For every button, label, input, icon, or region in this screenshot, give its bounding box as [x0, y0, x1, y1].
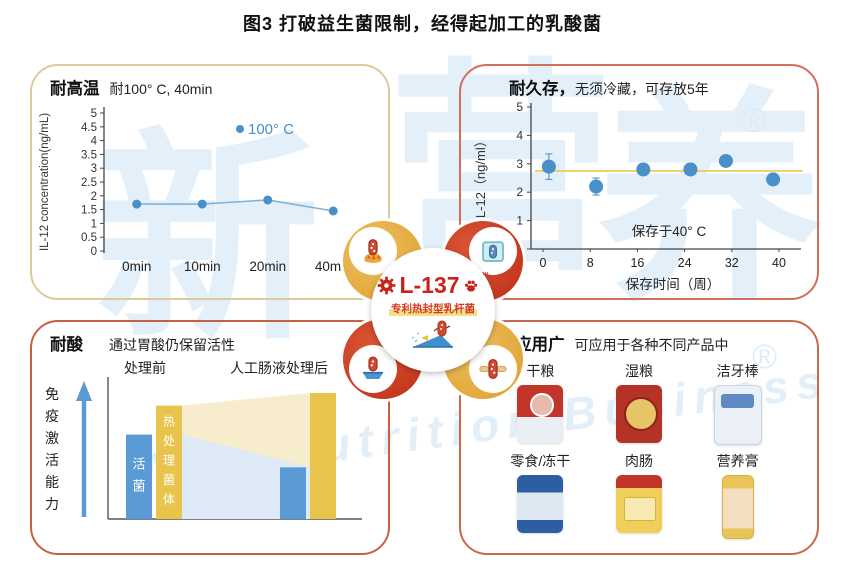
- svg-text:2.5: 2.5: [81, 177, 97, 189]
- svg-text:体: 体: [163, 493, 175, 507]
- svg-text:疫: 疫: [45, 408, 59, 424]
- product-snack-freezedried: 零食/冻干: [491, 451, 590, 539]
- panel-acid-subtitle: 通过胃酸仍保留活性: [109, 337, 235, 353]
- product-wet-food: 湿粮: [590, 361, 689, 445]
- panel-acid-resistance: 耐酸 通过胃酸仍保留活性 免疫激活能力处理前 人工肠液处理后活菌热处理菌体: [30, 320, 390, 555]
- dental-stick-package-image: [713, 385, 762, 445]
- product-dry-food: 干粮: [491, 361, 590, 445]
- panel-heat-resistance: 耐高温 耐100° C, 40min 0 0.5 1 1.5 2 2.5 3 3.5 4 4.5 5 I…: [30, 64, 390, 300]
- svg-text:处: 处: [163, 434, 175, 448]
- svg-text:5: 5: [516, 100, 523, 114]
- svg-text:IL-12 concentration(ng/mL): IL-12 concentration(ng/mL): [39, 113, 51, 251]
- gear-icon: [377, 276, 396, 295]
- svg-text:处理前: 处理前: [124, 360, 166, 376]
- svg-text:3: 3: [91, 163, 97, 175]
- sausage-package-image: [615, 475, 662, 533]
- svg-text:3: 3: [516, 157, 523, 171]
- svg-text:0min: 0min: [122, 259, 151, 274]
- svg-text:10min: 10min: [184, 259, 221, 274]
- panel-heat-title: 耐高温: [50, 80, 100, 98]
- svg-text:2: 2: [91, 191, 97, 203]
- panel-apps-header: 应用广 可应用于各种不同产品中: [461, 322, 817, 355]
- svg-text:菌: 菌: [132, 479, 145, 494]
- dry-food-package-image: [517, 385, 564, 443]
- svg-text:人工肠液处理后: 人工肠液处理后: [230, 360, 328, 376]
- svg-text:菌: 菌: [163, 473, 175, 487]
- product-label: 湿粮: [624, 363, 653, 379]
- paste-package-image: [721, 475, 754, 539]
- product-label: 零食/冻干: [510, 453, 571, 469]
- l137-emblem: L-137 ™ 专利热封型乳杆菌: [337, 221, 529, 401]
- svg-text:1.5: 1.5: [81, 205, 97, 217]
- panel-acid-header: 耐酸 通过胃酸仍保留活性: [32, 322, 388, 355]
- l137-subtitle: 专利热封型乳杆菌: [389, 301, 477, 316]
- svg-text:16: 16: [630, 256, 644, 270]
- product-label: 营养膏: [716, 453, 759, 469]
- panel-apps-title: 应用广: [515, 336, 565, 354]
- panel-storage-title: 耐久存，: [509, 80, 575, 98]
- svg-text:0: 0: [540, 256, 547, 270]
- svg-text:活: 活: [132, 457, 145, 472]
- svg-text:理: 理: [163, 454, 175, 468]
- product-dental-stick: 洁牙棒: [688, 361, 787, 445]
- svg-text:1: 1: [516, 214, 523, 228]
- svg-text:3.5: 3.5: [81, 149, 97, 161]
- svg-text:免: 免: [45, 386, 59, 402]
- svg-text:激: 激: [45, 430, 59, 446]
- svg-text:0.5: 0.5: [81, 232, 97, 244]
- svg-text:40: 40: [772, 256, 786, 270]
- svg-text:5: 5: [91, 108, 97, 120]
- l137-logo-text: L-137: [399, 272, 460, 298]
- svg-text:IL-12（ng/ml）: IL-12（ng/ml）: [473, 134, 488, 221]
- panel-storage: 耐久存，无须冷藏，可存放5年 0 1 2 3 4 5 IL-12（ng/ml） 保存于40° …: [459, 64, 819, 300]
- svg-text:2: 2: [516, 185, 523, 199]
- panel-storage-header: 耐久存，无须冷藏，可存放5年: [461, 66, 817, 99]
- trademark-symbol: ™: [481, 272, 489, 279]
- product-label: 洁牙棒: [716, 363, 759, 379]
- svg-text:20min: 20min: [249, 259, 286, 274]
- wet-food-package-image: [615, 385, 662, 443]
- panel-apps-subtitle: 可应用于各种不同产品中: [574, 337, 729, 353]
- product-label: 干粮: [526, 363, 555, 379]
- svg-text:8: 8: [587, 256, 594, 270]
- paw-icon: [464, 280, 477, 292]
- product-label: 肉肠: [624, 453, 653, 469]
- svg-text:活: 活: [45, 452, 59, 468]
- svg-text:40min: 40min: [315, 259, 352, 274]
- svg-text:能: 能: [45, 474, 59, 490]
- heat-line-chart: 0 0.5 11.5 2 2.5 3 3.54 4.5 5 IL-12 concentration…: [39, 107, 352, 274]
- storage-scatter-chart: 012345IL-12（ng/ml）保存于40° C0816243240保存时间…: [473, 100, 803, 292]
- svg-text:力: 力: [45, 496, 59, 512]
- svg-text:1: 1: [91, 218, 97, 230]
- product-meat-sausage: 肉肠: [590, 451, 689, 539]
- panel-heat-header: 耐高温 耐100° C, 40min: [32, 66, 388, 99]
- product-grid: 干粮 湿粮 洁牙棒 零食/冻干 肉肠 营养膏: [461, 355, 817, 539]
- product-nutrition-paste: 营养膏: [688, 451, 787, 539]
- l137-logo-row: L-137 ™: [371, 272, 495, 299]
- svg-text:24: 24: [678, 256, 692, 270]
- svg-text:4: 4: [91, 136, 98, 148]
- svg-text:100° C: 100° C: [248, 121, 294, 138]
- svg-text:保存时间（周）: 保存时间（周）: [626, 277, 721, 292]
- l137-logo-card: L-137 ™ 专利热封型乳杆菌: [371, 248, 495, 372]
- panel-applications: 应用广 可应用于各种不同产品中 干粮 湿粮 洁牙棒 零食/冻干 肉肠 营养膏: [459, 320, 819, 555]
- surfing-bacteria-mascot: [371, 318, 495, 357]
- snack-package-image: [517, 475, 564, 533]
- panel-storage-subtitle: 无须冷藏，可存放5年: [575, 81, 709, 97]
- panel-acid-title: 耐酸: [50, 336, 83, 354]
- svg-text:32: 32: [725, 256, 739, 270]
- svg-text:4.5: 4.5: [81, 122, 97, 134]
- svg-text:热: 热: [163, 415, 175, 429]
- figure-title: 图3 打破益生菌限制，经得起加工的乳酸菌: [242, 14, 602, 34]
- svg-text:4: 4: [516, 128, 523, 142]
- svg-text:0: 0: [91, 246, 97, 258]
- panel-heat-subtitle: 耐100° C, 40min: [109, 81, 213, 97]
- svg-text:保存于40° C: 保存于40° C: [632, 224, 707, 239]
